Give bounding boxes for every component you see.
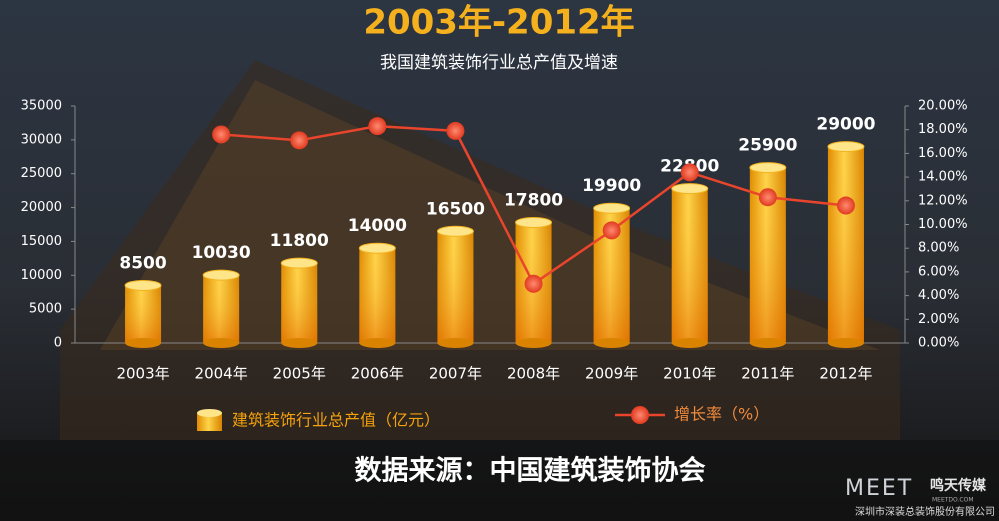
- bar-bottom: [749, 338, 786, 348]
- x-tick-label: 2008年: [507, 365, 560, 383]
- y2-tick-label: 14.00%: [918, 170, 968, 185]
- line-point: [212, 125, 231, 144]
- x-tick-label: 2006年: [351, 365, 404, 383]
- bar-bottom: [125, 338, 162, 348]
- y2-tick-label: 0.00%: [918, 336, 959, 351]
- logo-name: MEET: [845, 476, 913, 501]
- y2-tick-label: 10.00%: [918, 217, 968, 232]
- x-tick-label: 2011年: [741, 365, 794, 383]
- footer: 深圳市深装总装饰股份有限公司: [855, 505, 995, 518]
- y-tick-label: 25000: [21, 166, 62, 181]
- line-point: [758, 188, 777, 207]
- bar-top: [280, 257, 318, 269]
- y2-tick-label: 6.00%: [918, 264, 959, 279]
- line-point: [446, 121, 465, 140]
- line-point: [602, 221, 621, 240]
- y2-tick-label: 12.00%: [918, 193, 968, 208]
- bar-shade: [359, 248, 396, 343]
- x-tick-label: 2004年: [195, 365, 248, 383]
- x-tick-label: 2003年: [116, 365, 169, 383]
- bar-top: [358, 242, 396, 254]
- logo-site: MEETDO.COM: [932, 497, 974, 504]
- y2-tick-label: 2.00%: [918, 312, 959, 327]
- x-tick-label: 2009年: [585, 365, 638, 383]
- y-tick-label: 0: [54, 336, 62, 351]
- bar-top: [202, 269, 240, 281]
- bar-top: [671, 183, 709, 195]
- bar-top: [515, 216, 553, 228]
- bar-bottom: [671, 338, 708, 348]
- logo-brand: 鸣天传媒: [930, 477, 987, 494]
- x-tick-label: 2005年: [273, 365, 326, 383]
- value-label: 25900: [738, 136, 797, 156]
- value-label: 8500: [119, 253, 166, 273]
- value-label: 19900: [582, 176, 641, 196]
- y2-tick-label: 8.00%: [918, 241, 959, 256]
- chart-title: 2003年-2012年: [363, 3, 634, 43]
- y-tick-label: 20000: [21, 200, 62, 215]
- x-tick-label: 2010年: [663, 365, 716, 383]
- x-tick-label: 2007年: [429, 365, 482, 383]
- value-label: 11800: [270, 231, 329, 251]
- legend-label: 增长率（%）: [674, 405, 769, 424]
- bar-bottom: [281, 338, 318, 348]
- y2-tick-label: 16.00%: [918, 146, 968, 161]
- bar-shade: [281, 263, 318, 343]
- chart-subtitle: 我国建筑装饰行业总产值及增速: [380, 53, 618, 73]
- bar-top: [827, 141, 865, 153]
- source: 数据来源：中国建筑装饰协会: [355, 455, 706, 487]
- bar-shade: [203, 275, 240, 343]
- line-point: [368, 117, 387, 136]
- y-tick-label: 35000: [21, 99, 62, 114]
- value-label: 17800: [504, 190, 563, 210]
- y-tick-label: 30000: [21, 132, 62, 147]
- y2-tick-label: 18.00%: [918, 122, 968, 137]
- bar-bottom: [827, 338, 864, 348]
- bar-bottom: [515, 338, 552, 348]
- bar-shade: [437, 231, 474, 343]
- bar-top: [749, 162, 787, 174]
- y2-tick-label: 4.00%: [918, 288, 959, 303]
- line-point: [680, 163, 699, 182]
- bar-bottom: [203, 338, 240, 348]
- ground: [0, 440, 999, 521]
- legend-swatch: [197, 413, 222, 431]
- bar-top: [436, 225, 474, 237]
- value-label: 14000: [348, 216, 407, 236]
- legend-swatch-top: [197, 409, 222, 417]
- bar-bottom: [437, 338, 474, 348]
- y-tick-label: 10000: [21, 268, 62, 283]
- x-tick-label: 2012年: [819, 365, 872, 383]
- value-label: 16500: [426, 199, 485, 219]
- line-point: [524, 274, 543, 293]
- y2-tick-label: 20.00%: [918, 99, 968, 114]
- line-point: [290, 131, 309, 150]
- bar-shade: [671, 188, 708, 343]
- value-label: 10030: [192, 243, 251, 263]
- value-label: 29000: [816, 115, 875, 135]
- bar-shade: [125, 285, 162, 343]
- bar-shade: [827, 146, 864, 343]
- bar-top: [124, 279, 162, 291]
- bar-bottom: [359, 338, 396, 348]
- bar-bottom: [593, 338, 630, 348]
- line-point: [836, 196, 855, 215]
- y-tick-label: 5000: [29, 302, 62, 317]
- legend-label: 建筑装饰行业总产值（亿元）: [232, 411, 440, 430]
- bar-top: [593, 202, 631, 214]
- legend-swatch-dot: [631, 406, 649, 424]
- y-tick-label: 15000: [21, 234, 62, 249]
